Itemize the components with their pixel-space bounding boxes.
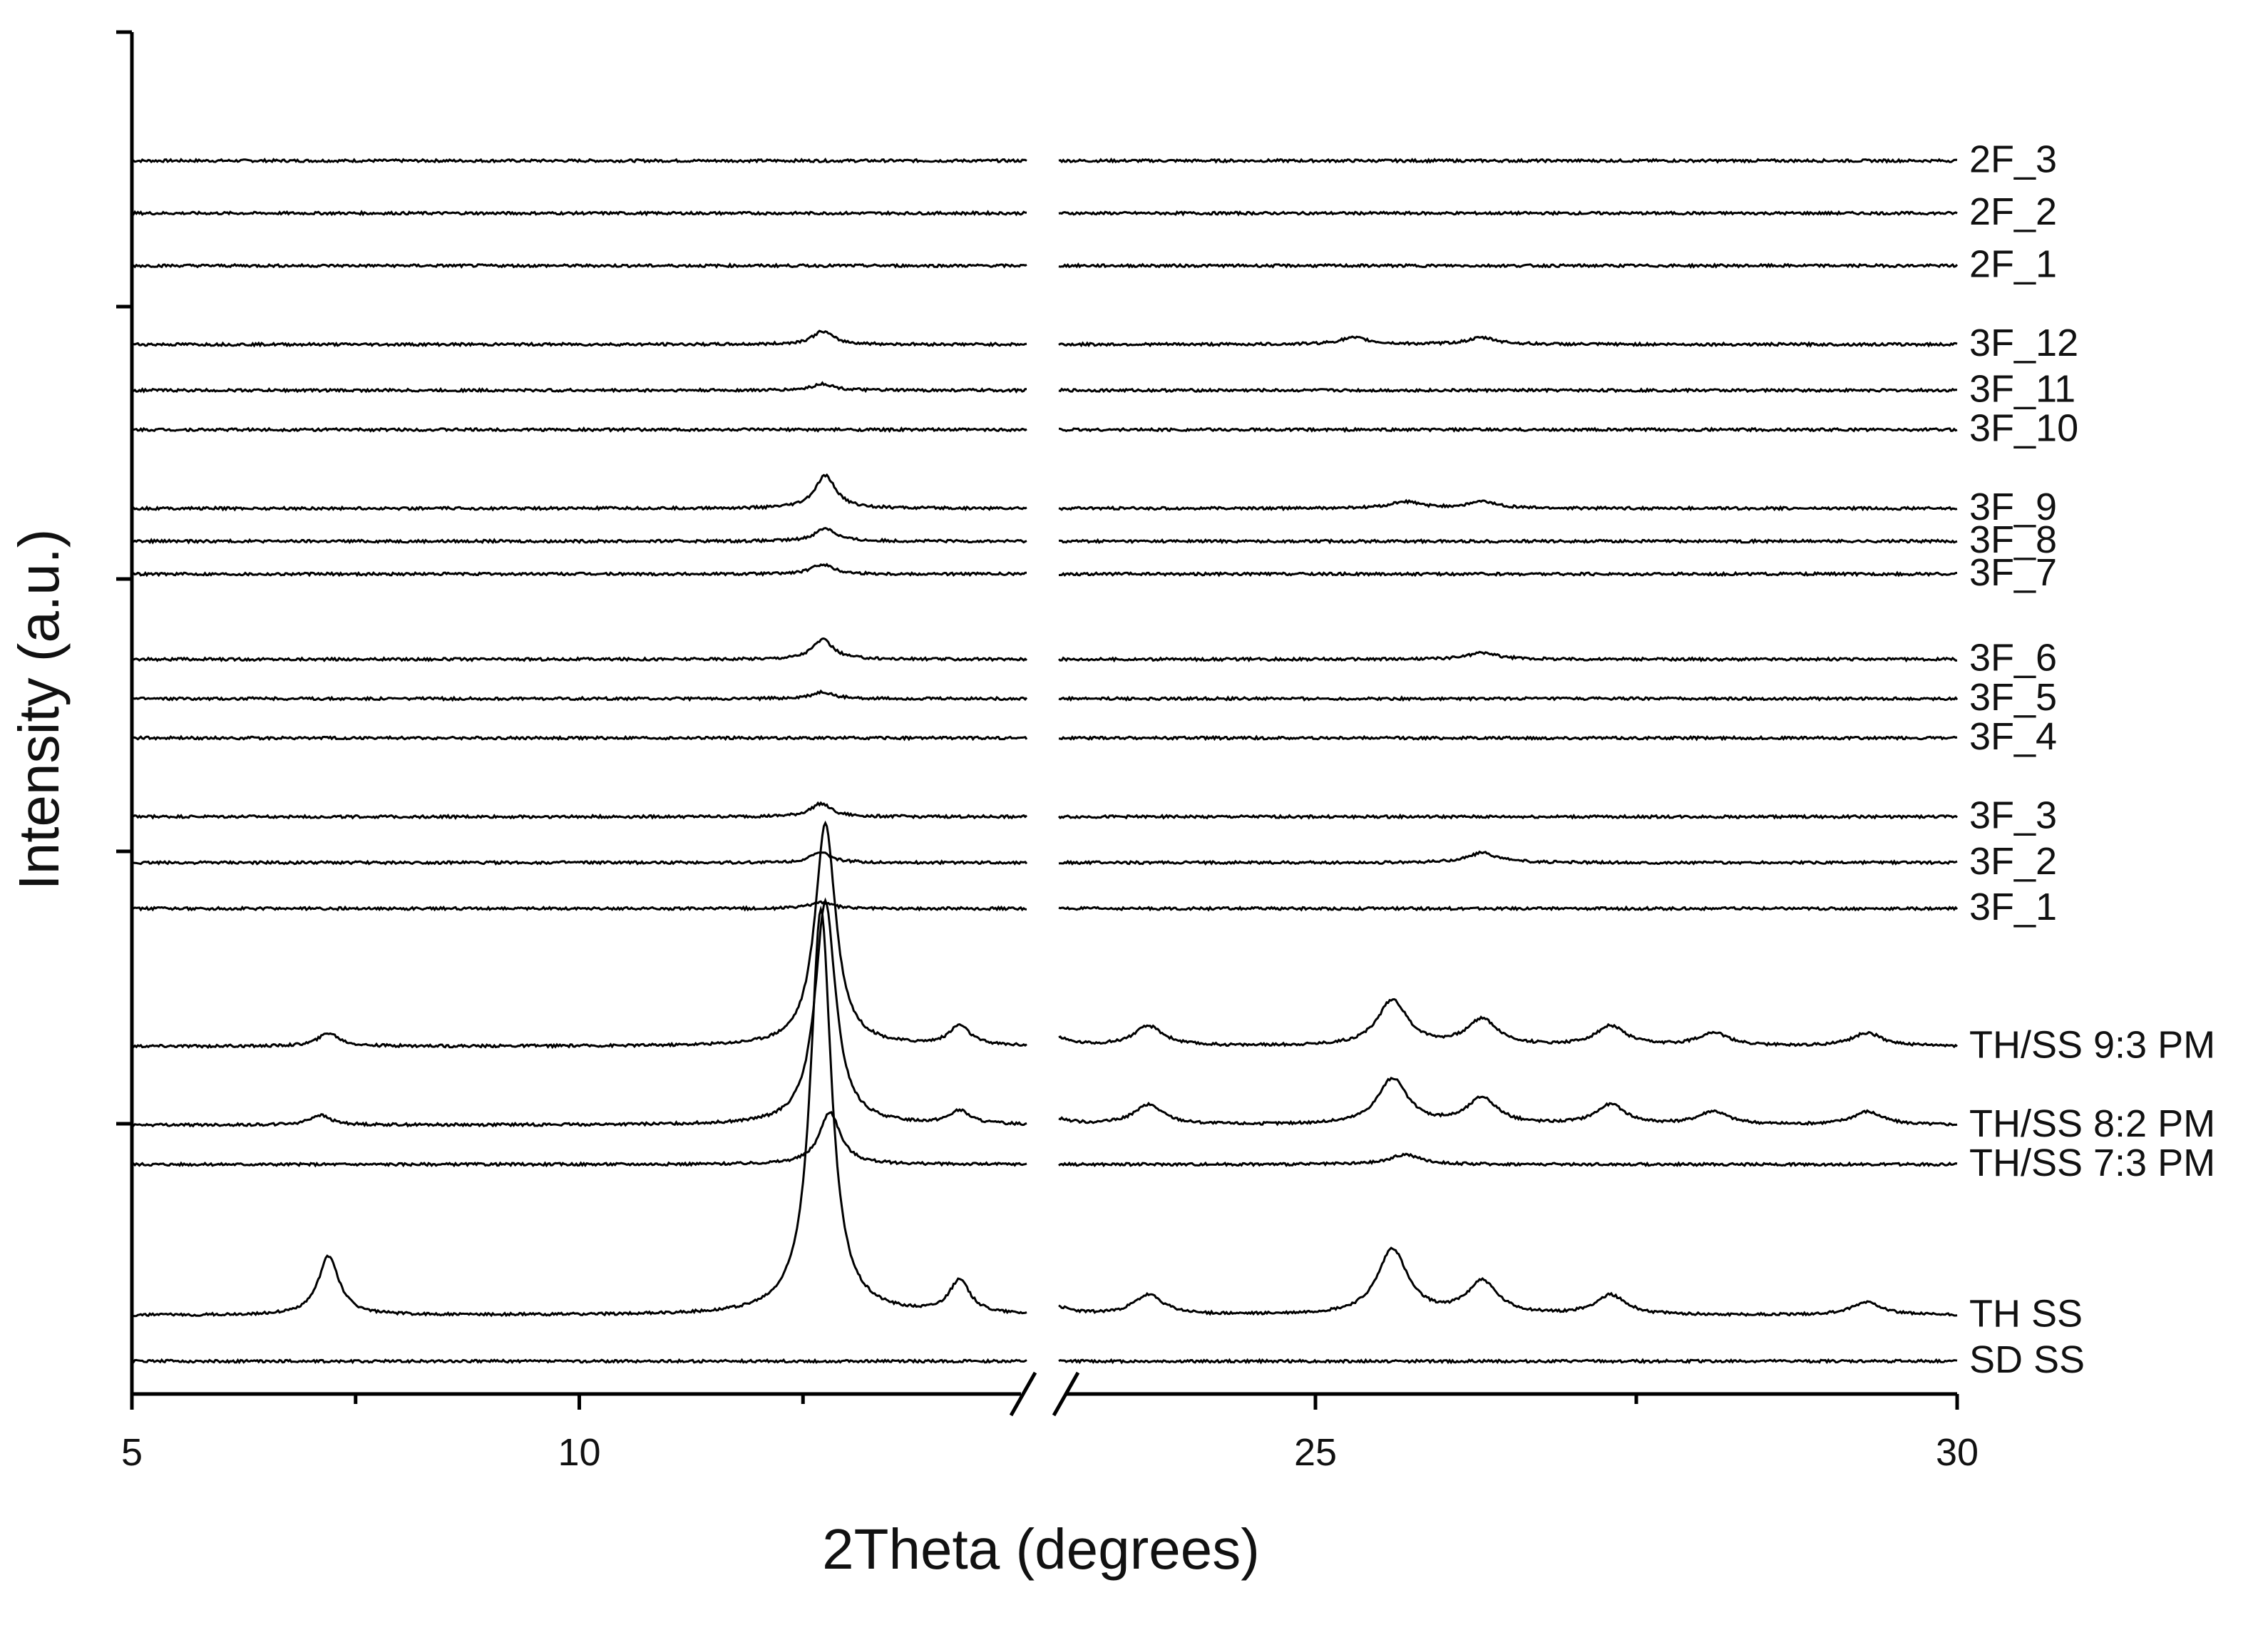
series-line	[1057, 650, 1958, 663]
series-label: 3F_1	[1969, 886, 2057, 928]
series-line	[1058, 426, 1958, 434]
series-line	[131, 1358, 1027, 1365]
series-layer	[130, 157, 1959, 1365]
series-label: TH/SS 9:3 PM	[1969, 1023, 2215, 1066]
series-line	[1058, 335, 1958, 348]
series-label: TH/SS 8:2 PM	[1969, 1102, 2215, 1145]
series-line	[1058, 1077, 1958, 1127]
series-label: 3F_10	[1969, 407, 2078, 450]
series-line	[131, 905, 1027, 1318]
series-line	[1059, 570, 1958, 578]
series-line	[1058, 1358, 1958, 1365]
series-label: 3F_7	[1969, 551, 2057, 594]
axes: 5 10 25 30	[116, 30, 1979, 1474]
series-line	[1058, 387, 1958, 394]
series-line	[1058, 905, 1959, 912]
series-line	[131, 801, 1028, 820]
axis-break-mark	[1009, 1371, 1037, 1417]
x-axis-title: 2Theta (degrees)	[822, 1517, 1260, 1581]
x-tick-label: 10	[558, 1431, 600, 1474]
series-label: 3F_5	[1969, 676, 2057, 719]
series-line	[131, 473, 1027, 512]
series-label: 3F_2	[1969, 840, 2057, 883]
series-line	[130, 563, 1027, 578]
series-label: 2F_3	[1969, 138, 2057, 180]
series-label: TH SS	[1969, 1293, 2083, 1336]
series-line	[131, 637, 1028, 662]
series-line	[1058, 538, 1958, 545]
series-label: 3F_11	[1969, 367, 2075, 410]
series-label: SD SS	[1969, 1338, 2085, 1381]
series-label: 2F_2	[1969, 190, 2057, 233]
series-label: 3F_9	[1969, 486, 2057, 528]
series-line	[1058, 998, 1958, 1049]
series-line	[131, 210, 1027, 217]
series-line	[131, 329, 1027, 348]
series-line	[1058, 498, 1958, 512]
series-label: TH/SS 7:3 PM	[1969, 1142, 2215, 1184]
series-line	[131, 262, 1027, 269]
series-label: 3F_8	[1969, 518, 2057, 561]
series-line	[131, 1111, 1027, 1168]
series-line	[131, 897, 1027, 1128]
series-line	[131, 851, 1028, 866]
series-line	[1058, 262, 1959, 270]
series-line	[131, 527, 1027, 545]
series-line	[1058, 210, 1958, 217]
series-line	[1058, 1152, 1958, 1168]
x-tick-label: 30	[1936, 1431, 1979, 1474]
series-label: 3F_6	[1969, 637, 2057, 680]
series-line	[1058, 1246, 1958, 1318]
axis-break-mark	[1052, 1371, 1080, 1417]
series-line	[131, 157, 1027, 164]
series-line	[130, 820, 1027, 1050]
series-line	[1058, 850, 1958, 866]
series-label: 3F_4	[1969, 715, 2057, 758]
series-line	[131, 689, 1028, 702]
series-line	[131, 381, 1027, 394]
y-axis-title: Intensity (a.u.)	[7, 529, 71, 891]
series-line	[1058, 695, 1959, 702]
series-line	[1058, 734, 1958, 742]
x-tick-label: 5	[121, 1431, 143, 1474]
series-label: 3F_12	[1969, 322, 2078, 364]
series-line	[130, 900, 1027, 912]
series-line	[131, 426, 1027, 434]
series-line	[131, 734, 1028, 742]
series-label: 3F_3	[1969, 794, 2057, 836]
series-line	[1058, 158, 1958, 164]
series-label: 2F_1	[1969, 243, 2057, 286]
x-tick-label: 25	[1294, 1431, 1337, 1474]
series-line	[1057, 813, 1959, 820]
